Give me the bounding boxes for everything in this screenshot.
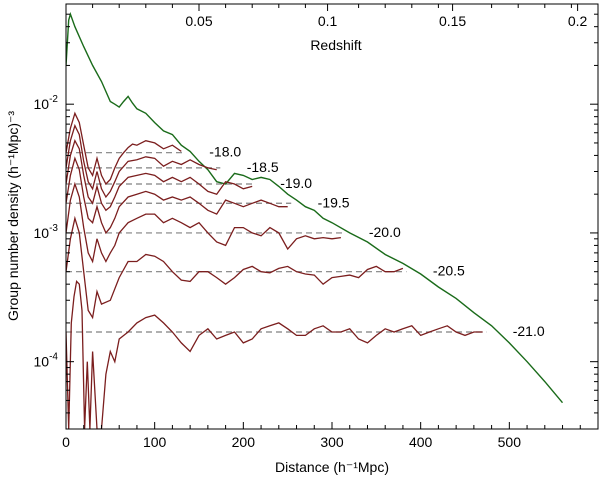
magnitude-curve <box>66 215 404 320</box>
x-tick-label: 300 <box>320 434 344 450</box>
y-axis-title: Group number density (h⁻¹Mpc)⁻³ <box>5 111 21 321</box>
y-tick-label: 10-4 <box>34 352 59 370</box>
x2-tick-label: 0.05 <box>185 13 212 29</box>
x-tick-label: 200 <box>232 434 256 450</box>
plot-frame <box>65 3 599 430</box>
magnitude-label: -20.5 <box>433 263 465 279</box>
magnitude-label: -21.0 <box>513 323 545 339</box>
magnitude-curve <box>66 111 182 186</box>
magnitude-label: -19.5 <box>318 194 350 210</box>
magnitude-label: -19.0 <box>280 175 312 191</box>
x-axis-title: Distance (h⁻¹Mpc) <box>275 459 389 475</box>
magnitude-curve <box>66 123 217 199</box>
magnitude-curve <box>66 280 483 429</box>
magnitude-curve <box>66 181 341 264</box>
x-tick-label: 100 <box>143 434 167 450</box>
x-tick-label: 0 <box>62 434 70 450</box>
x-tick-label: 400 <box>409 434 433 450</box>
magnitude-curve <box>66 156 288 235</box>
all-groups-curve <box>66 11 564 404</box>
y-tick-label: 10-3 <box>34 223 59 241</box>
x2-tick-label: 0.2 <box>568 13 588 29</box>
y-tick-label: 10-2 <box>34 94 59 112</box>
magnitude-label: -18.5 <box>247 159 279 175</box>
x-tick-label: 500 <box>498 434 522 450</box>
magnitude-label: -18.0 <box>209 144 241 160</box>
x2-tick-label: 0.1 <box>318 13 338 29</box>
x2-axis-title: Redshift <box>310 37 361 53</box>
magnitude-curve <box>66 139 253 212</box>
x2-tick-label: 0.15 <box>439 13 466 29</box>
magnitude-label: -20.0 <box>369 224 401 240</box>
